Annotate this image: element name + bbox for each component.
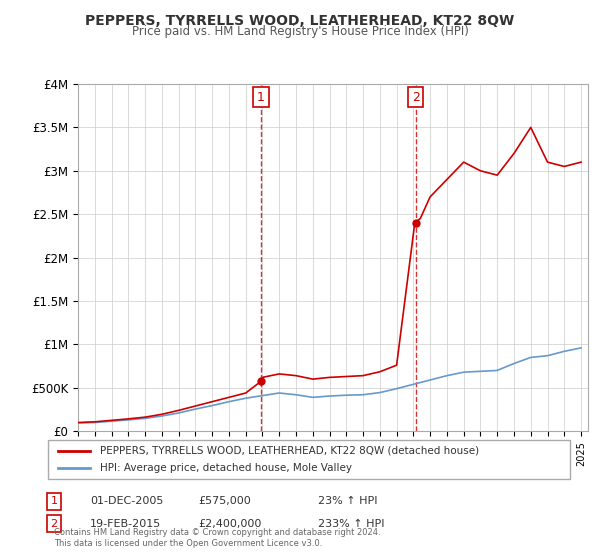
Text: 1: 1 [50, 496, 58, 506]
Text: 233% ↑ HPI: 233% ↑ HPI [318, 519, 385, 529]
Text: 1: 1 [257, 91, 265, 104]
Text: PEPPERS, TYRRELLS WOOD, LEATHERHEAD, KT22 8QW: PEPPERS, TYRRELLS WOOD, LEATHERHEAD, KT2… [85, 14, 515, 28]
Text: £575,000: £575,000 [198, 496, 251, 506]
Text: 19-FEB-2015: 19-FEB-2015 [90, 519, 161, 529]
Text: Price paid vs. HM Land Registry's House Price Index (HPI): Price paid vs. HM Land Registry's House … [131, 25, 469, 38]
Text: Contains HM Land Registry data © Crown copyright and database right 2024.
This d: Contains HM Land Registry data © Crown c… [54, 528, 380, 548]
Text: PEPPERS, TYRRELLS WOOD, LEATHERHEAD, KT22 8QW (detached house): PEPPERS, TYRRELLS WOOD, LEATHERHEAD, KT2… [100, 446, 479, 456]
FancyBboxPatch shape [48, 440, 570, 479]
Text: 01-DEC-2005: 01-DEC-2005 [90, 496, 163, 506]
Text: HPI: Average price, detached house, Mole Valley: HPI: Average price, detached house, Mole… [100, 463, 352, 473]
Text: £2,400,000: £2,400,000 [198, 519, 262, 529]
Text: 2: 2 [412, 91, 419, 104]
Text: 23% ↑ HPI: 23% ↑ HPI [318, 496, 377, 506]
Text: 2: 2 [50, 519, 58, 529]
